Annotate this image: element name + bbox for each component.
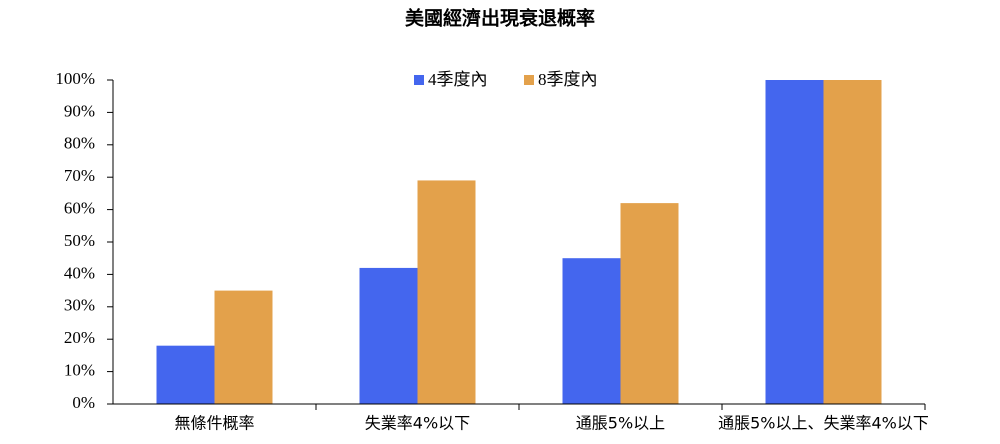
- y-tick-label: 50%: [64, 231, 95, 250]
- y-tick-label: 10%: [64, 361, 95, 380]
- bar: [359, 267, 418, 404]
- legend-label: 4季度內: [428, 70, 488, 89]
- bar: [417, 180, 476, 404]
- bar: [765, 80, 824, 404]
- y-tick-label: 100%: [55, 69, 95, 88]
- legend-label: 8季度內: [538, 70, 598, 89]
- y-tick-label: 20%: [64, 328, 95, 347]
- bar: [620, 203, 679, 404]
- y-tick-label: 30%: [64, 296, 95, 315]
- x-tick-label: 無條件概率: [174, 414, 254, 433]
- bar: [214, 290, 273, 404]
- x-tick-label: 通脹5%以上、失業率4%以下: [718, 414, 929, 433]
- x-tick-label: 通脹5%以上: [576, 414, 665, 433]
- bar: [156, 345, 215, 404]
- x-tick-label: 失業率4%以下: [365, 414, 470, 433]
- legend-swatch: [524, 75, 534, 85]
- y-tick-label: 80%: [64, 134, 95, 153]
- y-tick-label: 90%: [64, 101, 95, 120]
- legend-swatch: [414, 75, 424, 85]
- bar: [823, 80, 882, 404]
- bar: [562, 258, 621, 404]
- y-tick-label: 0%: [72, 393, 95, 412]
- y-tick-label: 40%: [64, 263, 95, 282]
- y-tick-label: 60%: [64, 199, 95, 218]
- chart-title: 美國經濟出現衰退概率: [405, 7, 595, 30]
- y-tick-label: 70%: [64, 166, 95, 185]
